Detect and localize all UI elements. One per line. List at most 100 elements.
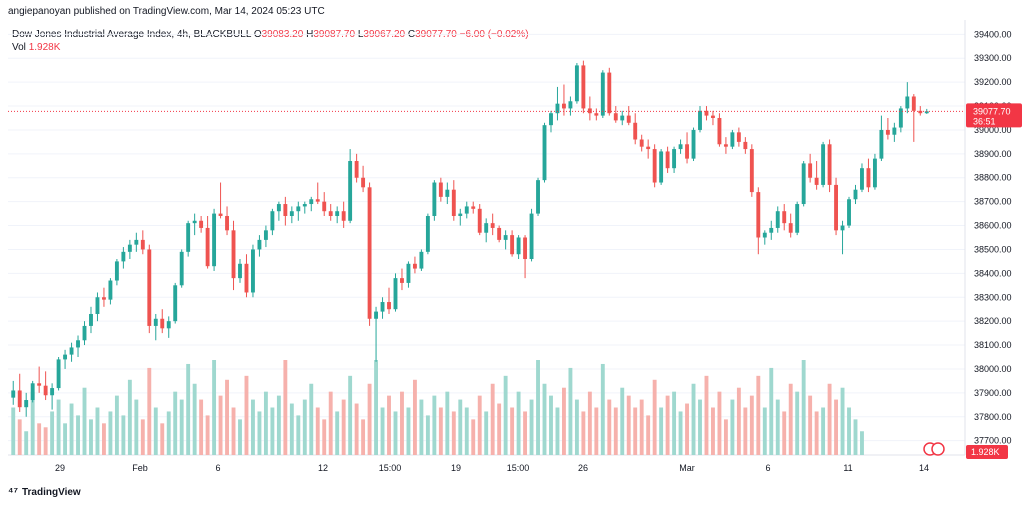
volume-bar [322, 419, 327, 455]
volume-bar [257, 411, 262, 455]
candle-body [263, 230, 268, 240]
volume-bar [361, 419, 366, 455]
volume-bar [821, 407, 826, 455]
volume-bar [782, 411, 787, 455]
candle-body [756, 192, 761, 238]
y-tick-label: 37700.00 [974, 436, 1012, 446]
candle-body [639, 139, 644, 147]
candle-body [69, 347, 74, 355]
volume-bar [652, 379, 657, 455]
volume-bar [685, 403, 689, 455]
candle-body [775, 211, 780, 228]
candle-body [762, 232, 767, 238]
volume-bar [225, 379, 229, 455]
candle-body [885, 129, 890, 135]
volume-bar [140, 419, 145, 455]
candle-body [529, 213, 534, 260]
candle-body [140, 239, 145, 250]
volume-bar [348, 375, 353, 455]
candle-body [730, 132, 735, 147]
candle-body [276, 204, 281, 212]
candle-body [458, 213, 463, 216]
candle-body [477, 208, 482, 233]
volume-bar [218, 395, 223, 455]
published-line: angiepanoyan published on TradingView.co… [8, 6, 325, 17]
volume-bar [723, 419, 728, 455]
volume-bar [620, 387, 625, 455]
footer-brand[interactable]: ⁴⁷ TradingView [8, 486, 81, 498]
x-tick-label: Feb [132, 463, 148, 473]
volume-bar [380, 407, 385, 455]
volume-bar [600, 363, 605, 455]
candle-body [244, 263, 249, 293]
candle-body [114, 261, 119, 281]
candle-body [186, 223, 191, 252]
candle-body [736, 132, 741, 142]
y-tick-label: 38800.00 [974, 173, 1012, 183]
candle-body [218, 213, 223, 216]
volume-bar [523, 411, 528, 455]
volume-bar [529, 399, 534, 455]
volume-bar [736, 387, 741, 455]
volume-label[interactable]: Vol [12, 42, 26, 53]
volume-bar [335, 411, 340, 455]
candle-body [251, 249, 255, 293]
candle-body [587, 108, 592, 114]
volume-bar [192, 383, 197, 455]
candle-body [289, 211, 294, 216]
y-tick-label: 38500.00 [974, 244, 1012, 254]
candle-body [412, 263, 417, 269]
candle-body [749, 149, 754, 193]
x-tick-label: 6 [215, 463, 220, 473]
volume-bar [827, 383, 832, 455]
volume-bar [665, 395, 670, 455]
candle-body [808, 163, 813, 178]
candle-body [516, 237, 521, 255]
volume-bar [367, 383, 372, 455]
candle-body [542, 125, 547, 181]
volume-bar [445, 391, 450, 455]
candle-body [134, 239, 139, 245]
volume-bar [568, 367, 573, 455]
volume-bar [840, 387, 845, 455]
countdown-text: 36:51 [973, 116, 996, 126]
candle-body [717, 117, 722, 145]
candle-body [814, 177, 819, 185]
candle-body [549, 113, 553, 126]
candle-body [536, 180, 540, 214]
candle-body [769, 227, 774, 233]
volume-bar [717, 391, 722, 455]
candle-body [834, 184, 838, 231]
candle-body [464, 206, 469, 214]
volume-bar [393, 411, 398, 455]
candle-body [652, 149, 657, 183]
volume-bar [50, 411, 55, 455]
candle-body [335, 211, 340, 216]
candle-body [283, 204, 288, 216]
candle-body [665, 151, 670, 169]
candle-body [879, 129, 884, 159]
y-tick-label: 39300.00 [974, 53, 1012, 63]
volume-bar [438, 407, 443, 455]
candle-body [309, 199, 314, 205]
candle-body [497, 227, 502, 240]
candle-body [257, 239, 262, 250]
candle-body [121, 251, 126, 262]
x-tick-label: 11 [843, 463, 852, 473]
candle-body [108, 280, 113, 300]
candle-body [56, 359, 61, 389]
volume-bar [490, 383, 495, 455]
candle-body [911, 96, 916, 111]
candle-body [698, 110, 702, 130]
volume-bar [43, 427, 48, 455]
candle-body [503, 235, 508, 240]
volume-bar [127, 379, 132, 455]
candle-body [607, 72, 612, 114]
candle-body [581, 65, 586, 109]
x-tick-label: 15:00 [507, 463, 530, 473]
candle-body [646, 146, 651, 150]
last-price-tag [966, 103, 1022, 128]
candle-body [315, 199, 320, 202]
candle-body [432, 182, 437, 216]
